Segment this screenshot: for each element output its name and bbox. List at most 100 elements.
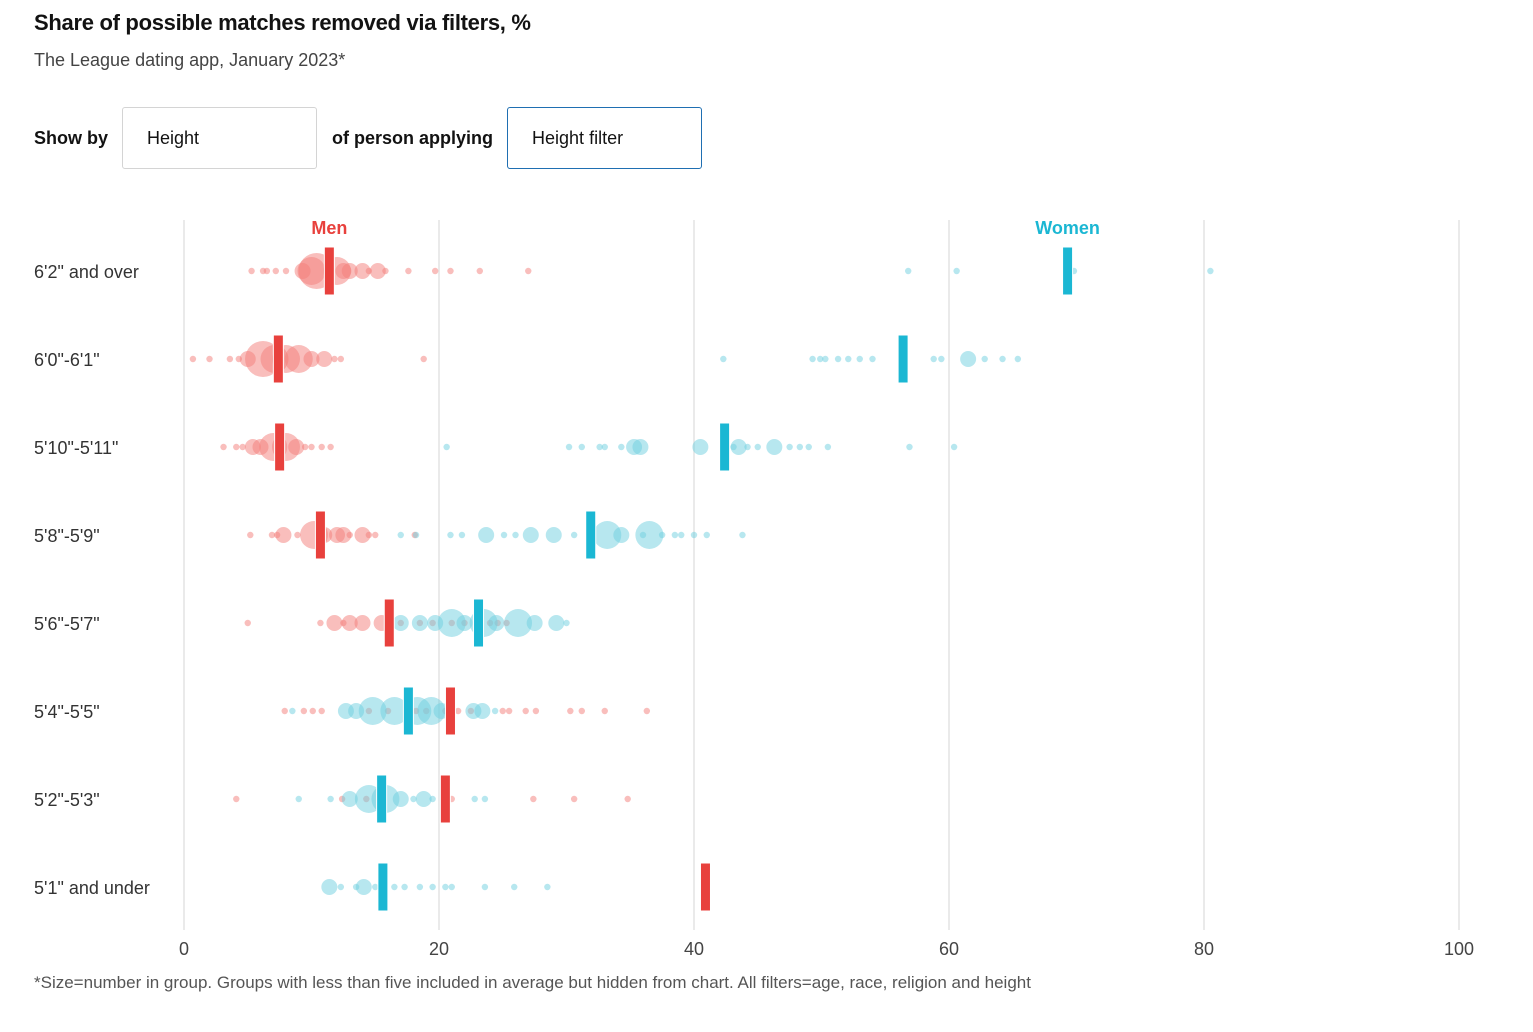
chart-title: Share of possible matches removed via fi… bbox=[34, 10, 531, 35]
row-label: 5'6"-5'7" bbox=[34, 614, 100, 634]
men-bubble bbox=[294, 263, 311, 279]
x-tick-label: 0 bbox=[179, 939, 189, 959]
women-bubble bbox=[380, 697, 409, 725]
women-bubble bbox=[471, 795, 478, 803]
women-bubble bbox=[522, 527, 539, 543]
women-bubble bbox=[545, 527, 562, 543]
men-bubble bbox=[365, 267, 373, 275]
legend: Men Women bbox=[311, 218, 1100, 238]
men-bubble bbox=[268, 531, 276, 539]
women-bubble bbox=[618, 443, 625, 451]
women-bubble bbox=[809, 355, 816, 363]
men-bubble bbox=[337, 355, 345, 363]
men-bubble bbox=[499, 707, 506, 715]
women-bubble bbox=[481, 795, 489, 803]
men-bubble bbox=[288, 439, 305, 455]
legend-women: Women bbox=[1035, 218, 1100, 238]
women-bubble bbox=[447, 531, 454, 539]
men-bubble bbox=[244, 619, 251, 627]
women-bubble bbox=[341, 791, 358, 807]
men-bubble bbox=[431, 267, 439, 275]
men-bubble bbox=[335, 527, 352, 543]
women-bubble bbox=[412, 531, 420, 539]
row-label: 5'10"-5'11" bbox=[34, 438, 118, 458]
men-average-marker bbox=[274, 422, 286, 472]
men-bubble bbox=[624, 795, 631, 803]
women-average-marker bbox=[897, 334, 909, 384]
women-bubble bbox=[817, 355, 824, 363]
women-bubble bbox=[845, 355, 852, 363]
men-bubble bbox=[317, 619, 324, 627]
women-bubble bbox=[601, 443, 608, 451]
men-average-marker bbox=[314, 510, 326, 560]
row-label: 5'8"-5'9" bbox=[34, 526, 100, 546]
women-average-marker bbox=[719, 422, 731, 472]
women-bubble bbox=[563, 619, 570, 627]
men-bubble bbox=[447, 267, 454, 275]
women-bubble bbox=[443, 443, 450, 451]
women-bubble bbox=[786, 443, 793, 451]
men-bubble bbox=[239, 351, 256, 367]
women-bubble bbox=[512, 531, 519, 539]
women-bubble bbox=[392, 791, 409, 807]
women-bubble bbox=[1207, 267, 1214, 275]
women-bubble bbox=[429, 883, 436, 891]
row-labels: 6'2" and over 6'0"-6'1" 5'10"-5'11" 5'8"-5'… bbox=[34, 262, 150, 898]
men-bubble bbox=[522, 707, 529, 715]
men-bubble bbox=[294, 531, 301, 539]
show-by-select[interactable]: Height bbox=[122, 107, 318, 169]
women-bubble bbox=[639, 531, 647, 539]
footnote: *Size=number in group. Groups with less … bbox=[34, 973, 1031, 992]
women-bubble bbox=[578, 443, 585, 451]
women-bubble bbox=[474, 703, 491, 719]
women-bubble bbox=[442, 883, 449, 891]
men-bubble bbox=[301, 443, 309, 451]
women-bubble bbox=[321, 879, 338, 895]
men-bubble bbox=[331, 355, 338, 363]
men-bubble bbox=[318, 443, 325, 451]
women-bubble bbox=[834, 355, 842, 363]
women-bubble bbox=[1014, 355, 1022, 363]
women-bubble bbox=[658, 531, 666, 539]
men-bubble bbox=[206, 355, 213, 363]
women-bubble bbox=[999, 355, 1006, 363]
women-bubble bbox=[905, 267, 912, 275]
women-bubble bbox=[437, 609, 466, 637]
average-markers bbox=[272, 246, 1074, 912]
women-bubble bbox=[372, 883, 379, 891]
men-bubble bbox=[643, 707, 651, 715]
men-bubble bbox=[263, 267, 271, 275]
women-bubble bbox=[391, 883, 398, 891]
men-bubble bbox=[505, 707, 513, 715]
men-bubble bbox=[220, 443, 227, 451]
women-bubble bbox=[478, 527, 495, 543]
women-bubble bbox=[456, 615, 473, 631]
men-bubble bbox=[382, 267, 389, 275]
women-bubble bbox=[671, 531, 679, 539]
men-bubble bbox=[235, 355, 243, 363]
women-bubble bbox=[678, 531, 685, 539]
women-bubble bbox=[392, 615, 409, 631]
men-bubble bbox=[369, 263, 386, 279]
women-bubble bbox=[692, 439, 709, 455]
men-bubble bbox=[476, 267, 483, 275]
women-bubble bbox=[754, 443, 761, 451]
men-bubble bbox=[272, 267, 279, 275]
men-bubble bbox=[405, 267, 412, 275]
men-bubble bbox=[309, 707, 316, 715]
men-bubble bbox=[326, 615, 343, 631]
men-bubble bbox=[372, 531, 379, 539]
men-average-marker bbox=[699, 862, 711, 912]
show-by-value: Height bbox=[147, 127, 200, 148]
chart-subtitle: The League dating app, January 2023* bbox=[34, 50, 346, 70]
women-bubble bbox=[504, 609, 533, 637]
men-bubble bbox=[189, 355, 197, 363]
person-applying-label: of person applying bbox=[332, 127, 494, 148]
women-bubble bbox=[720, 355, 727, 363]
women-bubble bbox=[448, 883, 455, 891]
men-bubble bbox=[275, 527, 292, 543]
x-tick-label: 80 bbox=[1194, 939, 1214, 959]
men-bubble bbox=[354, 527, 371, 543]
row-label: 5'1" and under bbox=[34, 878, 150, 898]
filter-select[interactable]: Height filter bbox=[507, 107, 703, 169]
